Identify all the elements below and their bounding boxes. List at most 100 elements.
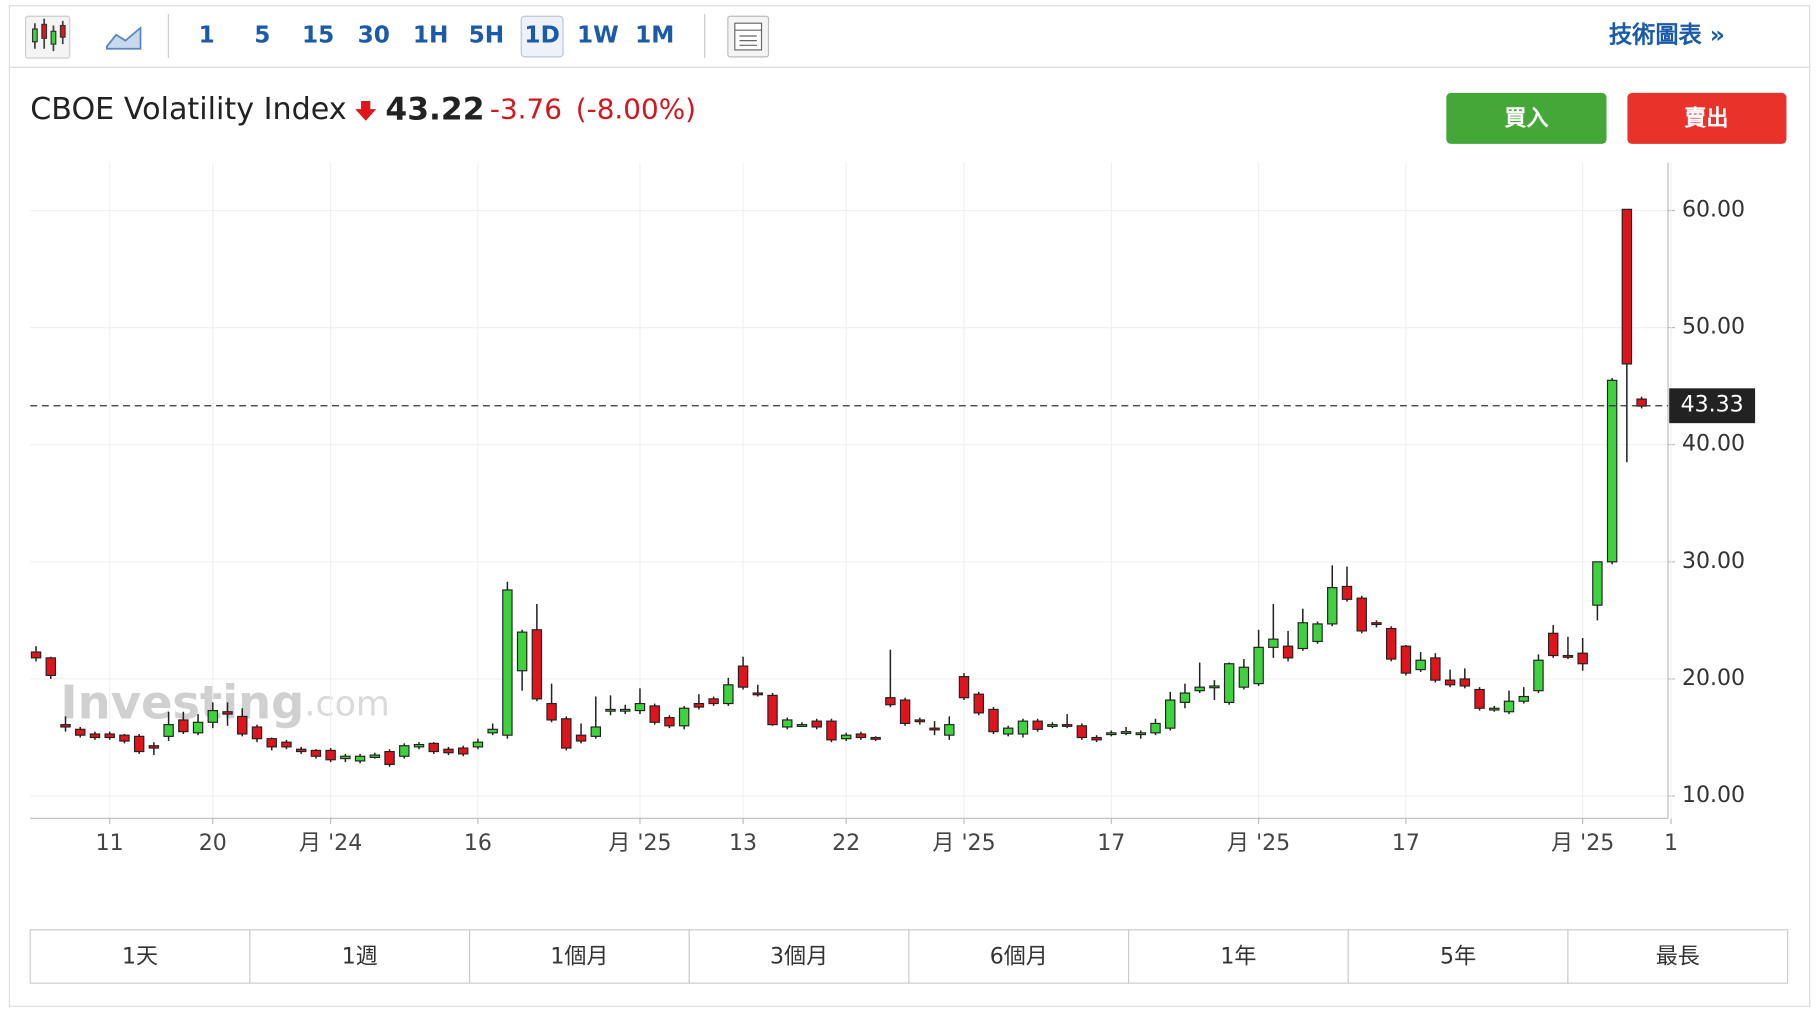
candle-body xyxy=(487,728,498,734)
range-button[interactable] xyxy=(688,929,910,984)
candle-body xyxy=(369,754,381,759)
candle-body xyxy=(1459,678,1471,687)
candle-body xyxy=(782,719,793,728)
candle-body xyxy=(1621,208,1633,365)
candle-body xyxy=(1474,688,1485,709)
candle-body xyxy=(767,694,778,726)
buy-button[interactable] xyxy=(1446,92,1607,144)
sell-label[interactable]: 賣出 xyxy=(1683,107,1728,132)
candle-body xyxy=(237,715,248,735)
price: 43.22 xyxy=(385,91,484,127)
interval-button[interactable]: 1D xyxy=(524,21,559,48)
interval-button[interactable]: 15 xyxy=(302,21,334,48)
change-percent: (-8.00%) xyxy=(576,92,696,125)
candle-body xyxy=(1253,646,1264,685)
candle-body xyxy=(620,708,631,712)
range-label[interactable]: 最長 xyxy=(1656,945,1700,970)
range-button[interactable] xyxy=(1128,929,1349,984)
candle-body xyxy=(1223,663,1235,703)
candle-body xyxy=(1577,652,1588,665)
candle-body xyxy=(1194,686,1205,692)
watermark-suffix: .com xyxy=(304,685,389,725)
candle-body xyxy=(811,720,822,728)
candle-body xyxy=(413,743,425,748)
range-label[interactable]: 3個月 xyxy=(770,945,828,970)
candle-body xyxy=(1165,699,1176,729)
candle-body xyxy=(973,693,984,714)
y-tick-label: 10.00 xyxy=(1682,783,1745,808)
icon-lines xyxy=(734,29,762,46)
layout-icon[interactable] xyxy=(727,15,770,58)
candle-body xyxy=(1592,561,1603,606)
interval-button[interactable]: 5 xyxy=(254,21,270,48)
candle-body xyxy=(148,745,160,749)
candle-body xyxy=(723,684,734,705)
candle-body xyxy=(899,699,911,725)
candle-body xyxy=(1400,645,1412,674)
y-tick-label: 60.00 xyxy=(1682,198,1745,223)
candle-body xyxy=(649,705,660,723)
range-label[interactable]: 1週 xyxy=(342,945,378,970)
candle-body xyxy=(45,657,57,677)
x-tick-label: 月 '25 xyxy=(932,831,995,856)
interval-selected[interactable] xyxy=(520,15,564,58)
candle-body xyxy=(281,741,292,748)
range-label[interactable]: 1天 xyxy=(122,945,158,970)
x-tick-label: 20 xyxy=(199,831,227,856)
candle-body xyxy=(1297,622,1309,650)
range-label[interactable]: 1個月 xyxy=(550,945,608,970)
range-button[interactable] xyxy=(1567,929,1789,984)
range-label[interactable]: 6個月 xyxy=(990,945,1048,970)
candle-body xyxy=(457,747,469,755)
range-label[interactable]: 5年 xyxy=(1440,945,1476,970)
line-icon[interactable] xyxy=(105,25,142,50)
interval-bar: 1 5 15 30 1H 5H 1D 1W 1M xyxy=(199,15,674,58)
last-price-box xyxy=(1669,388,1756,424)
candle-body xyxy=(75,728,86,736)
candle-body xyxy=(1282,645,1294,659)
candle-icon[interactable] xyxy=(25,15,71,59)
candle-body xyxy=(1135,732,1146,736)
tech-chart-link[interactable]: 技術圖表 » xyxy=(1609,21,1725,48)
interval-button[interactable]: 5H xyxy=(469,21,505,48)
range-button[interactable] xyxy=(1347,929,1569,984)
range-button[interactable] xyxy=(908,929,1130,984)
candle-body xyxy=(1238,666,1250,688)
x-tick-label: 月 '25 xyxy=(1551,831,1614,856)
interval-button[interactable]: 30 xyxy=(358,21,390,48)
range-label[interactable]: 1年 xyxy=(1220,945,1256,970)
candle-body xyxy=(30,651,42,659)
interval-button[interactable]: 1M xyxy=(635,21,674,48)
range-button[interactable] xyxy=(469,929,690,984)
candle-body xyxy=(354,755,366,762)
candle-body xyxy=(944,724,955,736)
interval-button[interactable]: 1W xyxy=(577,21,619,48)
range-button[interactable] xyxy=(29,929,251,984)
candle-body xyxy=(546,702,557,721)
candle-body xyxy=(1268,638,1279,648)
interval-button[interactable]: 1 xyxy=(199,21,215,48)
candle-body xyxy=(1061,724,1073,727)
candle-body xyxy=(1120,731,1132,734)
candle-body xyxy=(207,709,219,723)
interval-button[interactable]: 1H xyxy=(413,21,449,48)
candle-body xyxy=(192,721,204,734)
candle-body xyxy=(605,708,616,712)
y-tick-label: 30.00 xyxy=(1682,549,1745,574)
y-tick-label: 20.00 xyxy=(1682,666,1745,691)
candle-body xyxy=(664,717,675,727)
candle-body xyxy=(310,749,322,757)
candle-body xyxy=(1444,679,1456,686)
candle-body xyxy=(1547,632,1559,657)
candle-body xyxy=(1150,722,1161,734)
candle-body xyxy=(1489,707,1500,711)
buy-label[interactable]: 買入 xyxy=(1504,107,1548,132)
y-tick-label: 50.00 xyxy=(1682,315,1745,340)
icon-box[interactable] xyxy=(25,15,71,59)
sell-button[interactable] xyxy=(1627,92,1787,144)
candle-body xyxy=(163,724,174,737)
candle-body xyxy=(531,629,543,700)
candle-body xyxy=(516,631,528,672)
candle-body xyxy=(222,711,233,715)
candle-body xyxy=(1032,720,1043,730)
